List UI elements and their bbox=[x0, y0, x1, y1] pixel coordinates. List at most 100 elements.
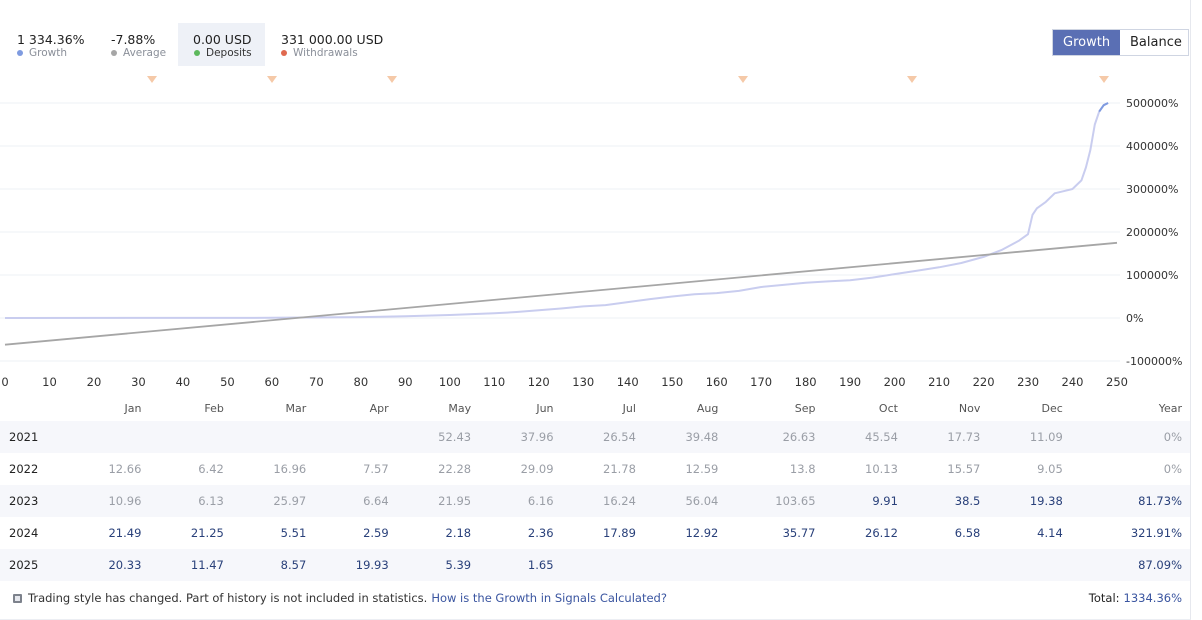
cell-sep: 103.65 bbox=[726, 485, 824, 517]
cell-nov: 15.57 bbox=[947, 462, 981, 476]
cell-aug: 56.04 bbox=[643, 485, 727, 517]
cell-jan: 21.49 bbox=[108, 526, 142, 540]
growth-chart: 500000% 400000% 300000% 200000% 100000% 0% -10… bbox=[0, 97, 1182, 389]
header-jul: Jul bbox=[622, 401, 636, 415]
growth-calculation-link[interactable]: How is the Growth in Signals Calculated? bbox=[431, 591, 667, 605]
withdrawals-label: Withdrawals bbox=[293, 47, 358, 59]
cell-nov: 6.58 bbox=[954, 526, 981, 540]
header-jun: Jun bbox=[536, 401, 554, 415]
cell-may: 21.95 bbox=[396, 485, 480, 517]
cell-apr: 2.59 bbox=[363, 526, 389, 540]
x-tick-label: 0 bbox=[1, 375, 8, 389]
cell-jan: 10.96 bbox=[67, 485, 150, 517]
header-year-total: Year bbox=[1158, 401, 1182, 415]
average-trend-line bbox=[4, 241, 1118, 346]
cell-oct: 10.13 bbox=[865, 462, 898, 476]
header-aug: Aug bbox=[696, 401, 719, 415]
table-row: 2021 52.43 37.96 26.54 39.48 26.63 45.54 17.73 1… bbox=[0, 421, 1190, 453]
stat-deposits[interactable]: 0.00 USD Deposits bbox=[178, 23, 265, 66]
cell-jan bbox=[67, 421, 150, 453]
y-tick-label: -100000% bbox=[1126, 355, 1182, 368]
row-year-total: 0% bbox=[1163, 462, 1182, 476]
x-tick-label: 240 bbox=[1062, 375, 1084, 389]
x-tick-label: 230 bbox=[1017, 375, 1039, 389]
deposits-legend-dot bbox=[194, 50, 200, 56]
withdrawal-marker[interactable] bbox=[146, 76, 157, 83]
row-year: 2021 bbox=[0, 421, 67, 453]
monthly-returns-table: Jan Feb Mar Apr May Jun Jul Aug Sep Oct … bbox=[0, 395, 1190, 581]
average-legend-dot bbox=[111, 50, 117, 56]
withdrawal-marker[interactable] bbox=[266, 76, 277, 83]
y-tick-label: 300000% bbox=[1126, 183, 1178, 196]
withdrawal-marker[interactable] bbox=[386, 76, 397, 83]
table-row: 2023 10.96 6.13 25.97 6.64 21.95 6.16 16.24 56.0… bbox=[0, 485, 1190, 517]
cell-feb: 6.13 bbox=[149, 485, 232, 517]
growth-line bbox=[4, 102, 1109, 319]
cell-jun: 6.16 bbox=[479, 485, 562, 517]
withdrawal-marker[interactable] bbox=[1098, 76, 1109, 83]
cell-jun: 29.09 bbox=[520, 462, 554, 476]
total-value: 1334.36% bbox=[1123, 591, 1182, 605]
total-label: Total: bbox=[1088, 591, 1120, 605]
cell-apr: 19.93 bbox=[314, 549, 397, 581]
x-tick-label: 100 bbox=[439, 375, 461, 389]
x-tick-label: 90 bbox=[398, 375, 413, 389]
cell-may: 22.28 bbox=[438, 462, 472, 476]
cell-oct bbox=[823, 549, 906, 581]
footer-note: Trading style has changed. Part of histo… bbox=[13, 591, 667, 605]
withdrawals-value: 331 000.00 USD bbox=[281, 32, 384, 47]
cell-jul: 21.78 bbox=[603, 462, 636, 476]
cell-jul: 16.24 bbox=[561, 485, 644, 517]
y-tick-label: 200000% bbox=[1126, 226, 1178, 239]
cell-sep bbox=[726, 549, 824, 581]
cell-aug: 12.59 bbox=[685, 462, 719, 476]
cell-jul: 17.89 bbox=[603, 526, 636, 540]
cell-mar: 25.97 bbox=[231, 485, 315, 517]
table-header-row: Jan Feb Mar Apr May Jun Jul Aug Sep Oct … bbox=[0, 395, 1190, 421]
growth-legend-dot bbox=[17, 50, 23, 56]
stat-growth[interactable]: 1 334.36% Growth bbox=[17, 23, 97, 66]
x-tick-label: 110 bbox=[483, 375, 505, 389]
header-year bbox=[0, 395, 67, 421]
row-year-total: 321.91% bbox=[1130, 526, 1182, 540]
cell-mar bbox=[231, 421, 315, 453]
x-tick-label: 130 bbox=[572, 375, 594, 389]
table-row: 2025 20.33 11.47 8.57 19.93 5.39 1.65 87.09% bbox=[0, 549, 1190, 581]
growth-line-end bbox=[1098, 102, 1109, 113]
cell-jun: 2.36 bbox=[527, 526, 554, 540]
x-tick-label: 60 bbox=[265, 375, 280, 389]
x-tick-label: 80 bbox=[354, 375, 369, 389]
info-icon bbox=[13, 593, 22, 603]
withdrawals-legend-dot bbox=[281, 50, 287, 56]
row-year-total: 0% bbox=[1070, 421, 1190, 453]
header-oct: Oct bbox=[878, 401, 898, 415]
x-tick-label: 220 bbox=[973, 375, 995, 389]
row-year-total: 81.73% bbox=[1070, 485, 1190, 517]
balance-button[interactable]: Balance bbox=[1120, 30, 1188, 55]
cell-jun: 37.96 bbox=[479, 421, 562, 453]
x-tick-label: 210 bbox=[928, 375, 950, 389]
stat-average[interactable]: -7.88% Average bbox=[111, 23, 171, 66]
cell-jun: 1.65 bbox=[479, 549, 562, 581]
table-row: 2022 12.66 6.42 16.96 7.57 22.28 29.09 21.78 12.… bbox=[0, 453, 1190, 485]
x-tick-label: 70 bbox=[309, 375, 324, 389]
growth-label: Growth bbox=[29, 47, 68, 59]
y-tick-label: 100000% bbox=[1126, 269, 1178, 282]
cell-may: 52.43 bbox=[396, 421, 480, 453]
x-tick-label: 140 bbox=[617, 375, 639, 389]
withdrawal-marker[interactable] bbox=[738, 76, 749, 83]
row-year: 2023 bbox=[0, 485, 67, 517]
row-year: 2024 bbox=[9, 526, 39, 540]
growth-button[interactable]: Growth bbox=[1053, 30, 1120, 55]
cell-mar: 8.57 bbox=[231, 549, 315, 581]
cell-dec: 11.09 bbox=[988, 421, 1071, 453]
cell-jan: 20.33 bbox=[67, 549, 150, 581]
x-tick-label: 160 bbox=[706, 375, 728, 389]
cell-apr: 6.64 bbox=[314, 485, 397, 517]
cell-jul: 26.54 bbox=[561, 421, 644, 453]
x-tick-label: 40 bbox=[176, 375, 191, 389]
stat-withdrawals[interactable]: 331 000.00 USD Withdrawals bbox=[281, 23, 391, 66]
row-year: 2025 bbox=[0, 549, 67, 581]
withdrawal-marker[interactable] bbox=[907, 76, 918, 83]
cell-mar: 16.96 bbox=[273, 462, 307, 476]
